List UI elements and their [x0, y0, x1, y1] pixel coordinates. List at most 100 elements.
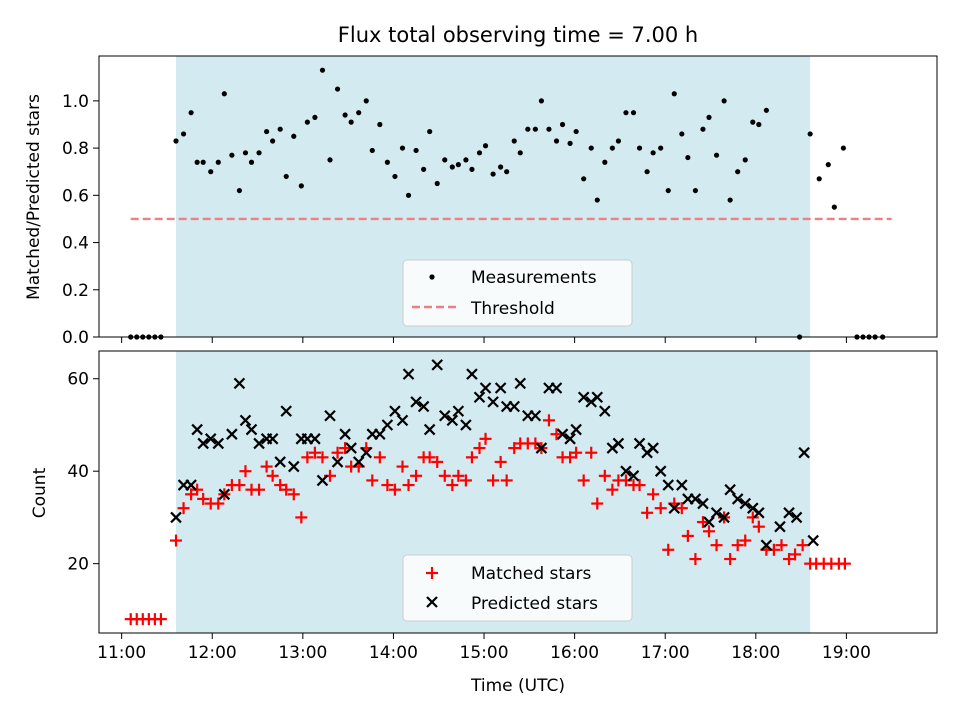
measurement-point: [692, 187, 699, 194]
matched-star-point: [731, 539, 744, 552]
measurement-point: [208, 169, 214, 175]
measurement-point: [476, 150, 483, 156]
matched-star-point: [585, 446, 598, 459]
measurement-point: [399, 145, 406, 151]
measurement-point: [334, 86, 341, 92]
top-legend: Measurements Threshold: [402, 259, 633, 327]
matched-star-point: [641, 506, 654, 519]
predicted-star-point: [599, 405, 611, 417]
measurement-point: [727, 197, 733, 203]
top-x-ticks: [121, 337, 847, 343]
measurement-point: [348, 119, 354, 125]
matched-star-point: [280, 483, 293, 496]
matched-star-point: [479, 432, 492, 445]
measurement-point: [405, 192, 412, 198]
measurement-point: [650, 150, 656, 156]
matched-star-point: [431, 455, 444, 468]
predicted-star-point: [191, 423, 203, 436]
legend-threshold-label: Threshold: [470, 299, 555, 319]
predicted-star-point: [185, 479, 197, 491]
matched-star-point: [508, 442, 521, 455]
bottom-axes-frame: [98, 350, 938, 634]
measurement-point: [319, 67, 326, 73]
matched-star-point: [598, 469, 611, 482]
predicted-star-point: [374, 428, 386, 440]
measurement-point: [609, 145, 615, 151]
matched-star-point: [681, 529, 694, 542]
bottom-legend: Matched stars Predicted stars: [402, 554, 633, 622]
predicted-star-point: [564, 433, 576, 445]
matched-star-point: [266, 469, 279, 482]
top-panel: 0.0 0.2 0.4 0.6 0.8 1.0 Matched/Predicted sta…: [24, 55, 938, 348]
matched-star-point: [253, 483, 266, 496]
predicted-star-point: [798, 446, 810, 459]
matched-star-point: [233, 479, 246, 492]
predicted-star-point: [689, 493, 702, 505]
y-tick-label: 60: [67, 370, 89, 390]
matched-star-point: [191, 483, 204, 496]
predicted-star-point: [339, 428, 351, 440]
predicted-star-point: [417, 400, 430, 413]
measurement-point: [413, 147, 419, 154]
measurement-point: [735, 169, 741, 175]
predicted-star-point: [212, 437, 225, 450]
measurement-point: [427, 128, 433, 135]
predicted-star-point: [783, 507, 795, 519]
predicted-star-point: [612, 437, 625, 450]
measurement-point: [194, 159, 200, 165]
matched-star-point: [550, 428, 563, 441]
predicted-star-point: [239, 414, 252, 427]
top-axes-frame: [98, 55, 938, 338]
measurement-point: [525, 126, 531, 132]
measurement-point: [173, 138, 179, 144]
predicted-star-point: [508, 400, 521, 413]
matched-star-point: [197, 492, 210, 505]
measurement-point: [270, 138, 276, 144]
predicted-star-point: [274, 456, 286, 468]
predicted-star-point: [724, 483, 736, 496]
measurement-point: [532, 126, 538, 132]
measurement-point: [665, 187, 671, 194]
predicted-star-point: [423, 423, 436, 436]
legend-predicted-marker: [426, 596, 438, 608]
matched-star-point: [423, 451, 436, 464]
legend-predicted-label: Predicted stars: [471, 594, 598, 614]
measurement-point: [449, 164, 455, 170]
matched-star-point: [177, 502, 190, 515]
predicted-star-point: [266, 433, 279, 445]
matched-star-point: [260, 460, 273, 473]
legend-measurements-label: Measurements: [471, 268, 597, 288]
x-axis-label: Time (UTC): [470, 676, 565, 696]
predicted-star-point: [731, 493, 744, 505]
matched-star-point: [438, 469, 451, 482]
y-tick-label: 0.0: [62, 328, 89, 348]
measurement-point: [504, 169, 510, 175]
matched-star-point: [331, 446, 344, 459]
predicted-star-point: [550, 382, 563, 394]
measurement-point: [356, 110, 362, 116]
predicted-star-point: [402, 368, 415, 380]
matched-star-point: [287, 488, 300, 501]
matched-star-point: [710, 539, 723, 552]
x-tick-label: 19:00: [822, 643, 871, 663]
matched-star-point: [301, 451, 314, 464]
predicted-star-point: [654, 465, 667, 477]
y-tick-label: 0.8: [62, 139, 89, 159]
predicted-star-point: [535, 442, 548, 454]
top-y-ticks: 0.0 0.2 0.4 0.6 0.8 1.0: [62, 92, 99, 348]
x-tick-label: 16:00: [550, 643, 599, 663]
measurement-point: [825, 162, 831, 168]
measurement-point: [721, 98, 727, 104]
predicted-star-point: [170, 511, 182, 524]
matched-star-point: [366, 474, 379, 487]
matched-star-point: [452, 469, 465, 482]
measurement-point: [581, 176, 587, 182]
predicted-star-point: [226, 428, 238, 440]
measurement-point: [623, 110, 629, 116]
measurement-point: [200, 159, 206, 165]
measurement-point: [221, 91, 227, 97]
predicted-star-point: [452, 405, 465, 417]
measurement-point: [713, 152, 720, 158]
predicted-star-point: [438, 409, 451, 422]
measurement-point: [630, 110, 637, 116]
